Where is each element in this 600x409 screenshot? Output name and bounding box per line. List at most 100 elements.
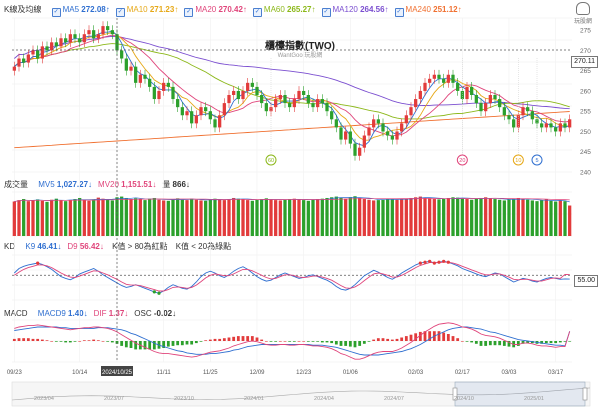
- logo-face-icon: [576, 2, 590, 15]
- osc-bar: [274, 341, 278, 342]
- price-legend-item[interactable]: ✓ MA120 264.56↑: [321, 5, 389, 17]
- candle-body: [110, 30, 114, 35]
- candle-body: [344, 131, 348, 140]
- price-legend-name: MA5: [62, 5, 82, 14]
- candle-body: [236, 90, 240, 100]
- candle-body: [129, 66, 133, 71]
- volume-bar: [479, 197, 483, 236]
- candle-body: [82, 34, 86, 43]
- volume-bar: [190, 198, 194, 236]
- volume-bar: [157, 199, 161, 236]
- volume-bar: [176, 198, 180, 236]
- candle-body: [143, 74, 147, 79]
- price-legend-item[interactable]: ✓ MA240 251.12↑: [394, 5, 462, 17]
- candle-body: [92, 30, 96, 39]
- candle-body: [31, 50, 35, 55]
- volume-bar: [278, 200, 282, 236]
- ma5-line: [14, 30, 570, 147]
- candle-body: [498, 99, 502, 108]
- volume-legend: 成交量 MV5 1,027.27↓ MV20 1,151.51↓ 量 866↓: [4, 179, 196, 191]
- price-legend-item[interactable]: ✓ MA10 271.23↑: [115, 5, 178, 17]
- navigator-tick-label: 2023/04: [34, 396, 54, 402]
- price-legend-item[interactable]: ✓ MA5 272.08↑: [51, 5, 110, 17]
- ma-marker-label: 60: [268, 158, 274, 164]
- volume-bar: [68, 200, 72, 236]
- volume-bar: [269, 199, 273, 236]
- date-tick-label: 09/23: [7, 370, 23, 376]
- volume-bar: [129, 199, 133, 236]
- kd-last-label: 55.00: [574, 275, 598, 287]
- osc-bar: [507, 341, 511, 347]
- osc-bar: [320, 341, 324, 343]
- candle-body: [194, 115, 198, 124]
- date-tick-label: 12/09: [249, 370, 265, 376]
- price-legend-value: 270.42↑: [218, 5, 247, 14]
- osc-bar: [558, 341, 562, 343]
- navigator-tick-label: 2025/01: [524, 396, 544, 402]
- osc-bar: [12, 338, 16, 341]
- candle-body: [157, 90, 161, 100]
- checkbox-icon[interactable]: ✓: [115, 8, 125, 17]
- volume-bar: [222, 200, 226, 236]
- volume-bar: [204, 200, 208, 236]
- candle-body: [204, 107, 208, 112]
- candle-body: [502, 107, 506, 116]
- volume-bar: [73, 199, 77, 236]
- volume-legend-value: 1,151.51↓: [121, 180, 157, 189]
- osc-bar: [549, 341, 553, 344]
- candle-body: [246, 82, 250, 91]
- checkbox-icon[interactable]: ✓: [394, 8, 404, 17]
- price-legend-item[interactable]: ✓ MA60 265.27↑: [252, 5, 316, 17]
- volume-bar: [120, 196, 124, 236]
- candle-body: [437, 74, 441, 79]
- volume-bar: [549, 200, 553, 236]
- price-legend-item[interactable]: ✓ MA20 270.42↑: [184, 5, 247, 17]
- osc-bar: [540, 341, 544, 344]
- volume-bar: [362, 199, 366, 236]
- osc-bar: [222, 338, 226, 341]
- price-legend-value: 265.27↑: [287, 5, 316, 14]
- volume-bar: [451, 197, 455, 236]
- osc-bar: [110, 341, 114, 343]
- checkbox-icon[interactable]: ✓: [51, 8, 61, 17]
- candle-body: [311, 103, 315, 108]
- date-tick-label: 03/17: [548, 370, 564, 376]
- checkbox-icon[interactable]: ✓: [321, 8, 331, 17]
- volume-bar: [423, 197, 427, 236]
- volume-bar: [311, 199, 315, 236]
- ma-marker-label: 20: [459, 158, 465, 164]
- osc-bar: [190, 341, 194, 345]
- osc-bar: [129, 341, 133, 348]
- candle-body: [544, 123, 548, 128]
- candle-body: [451, 74, 455, 83]
- checkbox-icon[interactable]: ✓: [184, 8, 194, 17]
- candle-body: [241, 90, 245, 100]
- osc-bar: [302, 341, 306, 342]
- candle-body: [362, 135, 366, 148]
- candle-body: [213, 119, 217, 128]
- osc-bar: [213, 338, 217, 341]
- checkbox-icon[interactable]: ✓: [252, 8, 262, 17]
- osc-bar: [78, 341, 82, 342]
- volume-bar: [92, 199, 96, 236]
- kd-high-dot: [428, 259, 432, 263]
- osc-bar: [306, 341, 310, 342]
- candle-body: [148, 78, 152, 87]
- volume-legend-item: MV20 1,151.51↓: [98, 180, 156, 189]
- volume-legend-name: MV5: [38, 180, 57, 189]
- osc-bar: [26, 338, 30, 341]
- volume-bar: [106, 199, 110, 236]
- ma10-line: [14, 32, 570, 141]
- candle-body: [526, 107, 530, 112]
- volume-bar: [185, 200, 189, 236]
- osc-bar: [437, 331, 441, 341]
- macd-legend-item: MACD9 1.40↓: [38, 309, 88, 318]
- ma-marker: [456, 154, 468, 166]
- macd-legend-item: OSC -0.02↓: [134, 309, 176, 318]
- volume-bar: [339, 197, 343, 236]
- volume-bar: [17, 200, 21, 236]
- candle-body: [521, 107, 525, 116]
- macd-legend-value: -0.02↓: [153, 309, 177, 318]
- volume-bar: [568, 205, 572, 236]
